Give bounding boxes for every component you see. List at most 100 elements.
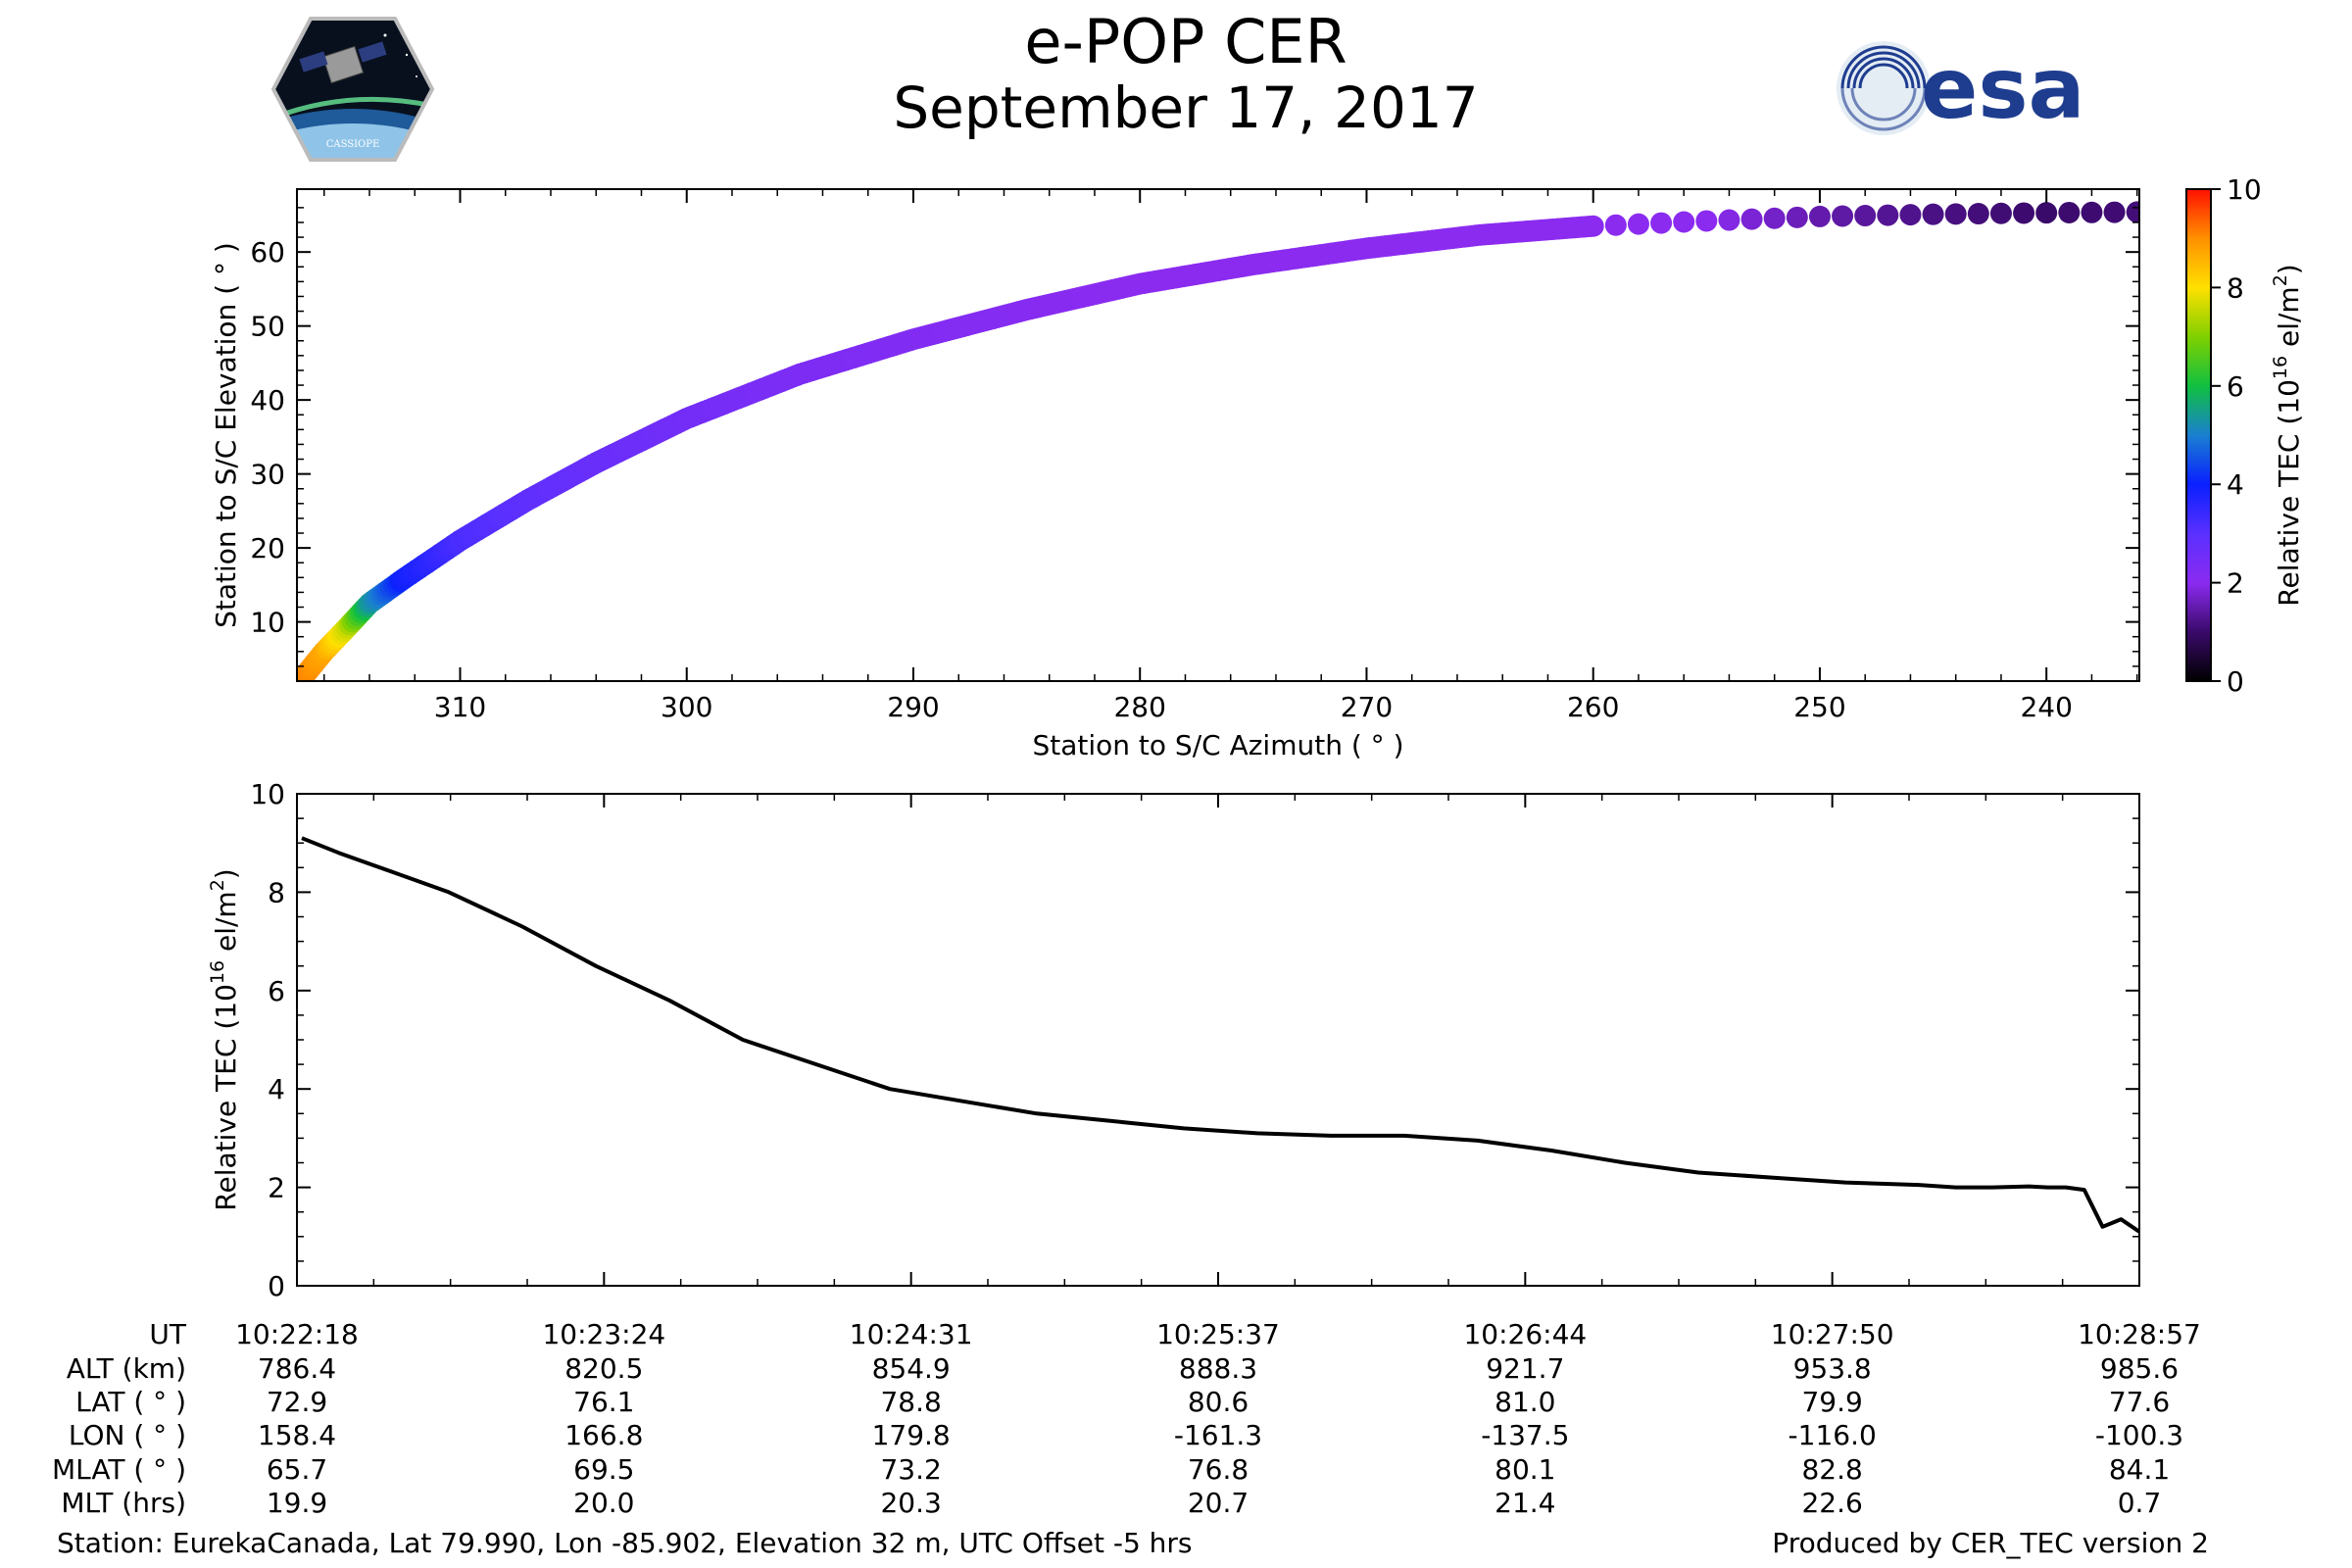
scatter-point (1673, 211, 1695, 233)
top-x-tick-label: 270 (1341, 691, 1393, 723)
table-cell-ut: 10:24:31 (849, 1318, 973, 1350)
scatter-point (2081, 201, 2103, 223)
table-row-label: MLT (hrs) (61, 1487, 186, 1519)
scatter-point (1854, 205, 1877, 227)
colorbar-tick-label: 2 (2227, 567, 2244, 600)
table-cell-mlt: 21.4 (1494, 1487, 1556, 1519)
table-cell-alt: 921.7 (1486, 1352, 1565, 1385)
table-cell-lat: 78.8 (880, 1386, 942, 1418)
top-x-tick-label: 290 (887, 691, 939, 723)
bottom-y-label-close: ) (210, 868, 242, 879)
table-row-label: LAT ( ° ) (75, 1386, 186, 1418)
table-cell-mlat: 65.7 (266, 1453, 328, 1486)
colorbar-unit-rest: el/m (2273, 286, 2305, 356)
colorbar-unit-close: ) (2273, 264, 2305, 274)
station-info: Station: EurekaCanada, Lat 79.990, Lon -… (57, 1527, 1193, 1559)
figure-subtitle: September 17, 2017 (893, 74, 1479, 141)
esa-logo: esa (1837, 40, 2085, 138)
cassiope-logo: CASSIOPE (270, 17, 435, 162)
colorbar (2185, 188, 2212, 682)
bottom-y-tick-label: 2 (268, 1172, 285, 1204)
scatter-point (1718, 209, 1740, 231)
scatter-point (1604, 214, 1627, 236)
figure-title: e-POP CER (1024, 6, 1348, 77)
bottom-y-label-exp2: 2 (207, 879, 228, 891)
table-cell-mlat: 76.8 (1187, 1453, 1250, 1486)
table-cell-ut: 10:26:44 (1463, 1318, 1588, 1350)
bottom-y-tick-label: 4 (268, 1073, 285, 1105)
scatter-point (1786, 206, 1808, 228)
colorbar-tick-label: 0 (2227, 665, 2244, 698)
top-x-tick-label: 250 (1793, 691, 1845, 723)
table-cell-ut: 10:25:37 (1156, 1318, 1280, 1350)
table-cell-alt: 820.5 (564, 1352, 644, 1385)
table-cell-lat: 77.6 (2108, 1386, 2171, 1418)
scatter-point (2013, 202, 2035, 224)
top-y-tick-label: 20 (250, 532, 285, 564)
top-x-tick-label: 260 (1567, 691, 1619, 723)
colorbar-tick-label: 4 (2227, 468, 2244, 501)
colorbar-tick-label: 6 (2227, 370, 2244, 403)
top-y-tick-label: 60 (250, 236, 285, 269)
table-cell-lat: 72.9 (266, 1386, 328, 1418)
table-cell-lat: 80.6 (1187, 1386, 1250, 1418)
colorbar-unit-exp: 16 (2270, 356, 2291, 379)
colorbar-label-name: Relative TEC (2273, 434, 2305, 607)
top-y-tick-label: 30 (250, 459, 285, 491)
table-cell-alt: 888.3 (1178, 1352, 1258, 1385)
scatter-point (1740, 208, 1763, 230)
scatter-point (1967, 203, 1989, 225)
bottom-y-tick-label: 8 (268, 876, 285, 908)
tec-series-line (301, 836, 2141, 1234)
scatter-point (1944, 203, 1967, 225)
bottom-y-axis-label: Relative TEC (1016 el/m2) (207, 868, 242, 1210)
table-cell-lon: 179.8 (871, 1419, 951, 1451)
cassiope-logo-text: CASSIOPE (326, 139, 380, 150)
scatter-point (1650, 212, 1673, 234)
table-cell-mlat: 82.8 (1801, 1453, 1863, 1486)
table-cell-mlt: 20.7 (1187, 1487, 1250, 1519)
table-row-label: ALT (km) (66, 1352, 186, 1385)
colorbar-label: Relative TEC (1016 el/m2) (2270, 264, 2305, 606)
scatter-point (1832, 205, 1854, 227)
table-cell-lon: -100.3 (2094, 1419, 2184, 1451)
table-cell-ut: 10:28:57 (2078, 1318, 2201, 1350)
table-cell-mlt: 20.0 (573, 1487, 635, 1519)
table-cell-mlt: 0.7 (2117, 1487, 2162, 1519)
scatter-point (1877, 204, 1899, 226)
scatter-point (2103, 201, 2126, 223)
table-row-label: UT (149, 1318, 186, 1350)
table-cell-lat: 79.9 (1801, 1386, 1863, 1418)
top-x-tick-label: 280 (1113, 691, 1165, 723)
table-cell-alt: 985.6 (2099, 1352, 2180, 1385)
top-x-tick-label: 240 (2020, 691, 2072, 723)
table-cell-lon: -116.0 (1788, 1419, 1877, 1451)
table-cell-lon: -161.3 (1173, 1419, 1263, 1451)
table-cell-mlat: 69.5 (573, 1453, 635, 1486)
table-cell-alt: 953.8 (1792, 1352, 1872, 1385)
table-cell-mlat: 73.2 (880, 1453, 942, 1486)
bottom-y-tick-label: 6 (268, 975, 285, 1007)
scatter-point (2035, 202, 2058, 224)
table-cell-lon: 166.8 (564, 1419, 644, 1451)
scatter-point (1627, 213, 1649, 235)
table-cell-mlat: 84.1 (2108, 1453, 2171, 1486)
top-y-axis-label: Station to S/C Elevation ( ° ) (210, 242, 242, 628)
top-x-tick-label: 310 (434, 691, 486, 723)
table-cell-mlat: 80.1 (1494, 1453, 1556, 1486)
produced-by: Produced by CER_TEC version 2 (1772, 1527, 2209, 1559)
scatter-point (1922, 203, 1944, 225)
top-y-tick-label: 40 (250, 384, 285, 416)
bottom-y-tick-label: 10 (250, 778, 285, 810)
scatter-point (1695, 210, 1718, 232)
top-plot-frame (296, 188, 2140, 682)
top-y-tick-label: 50 (250, 311, 285, 343)
table-cell-ut: 10:22:18 (235, 1318, 359, 1350)
table-cell-mlt: 22.6 (1801, 1487, 1863, 1519)
table-cell-lon: -137.5 (1481, 1419, 1570, 1451)
colorbar-unit-exp2: 2 (2270, 274, 2291, 286)
colorbar-tick-label: 10 (2227, 173, 2262, 206)
top-x-axis-label: Station to S/C Azimuth ( ° ) (1032, 729, 1403, 761)
table-cell-ut: 10:23:24 (542, 1318, 666, 1350)
scatter-point (1899, 204, 1922, 226)
